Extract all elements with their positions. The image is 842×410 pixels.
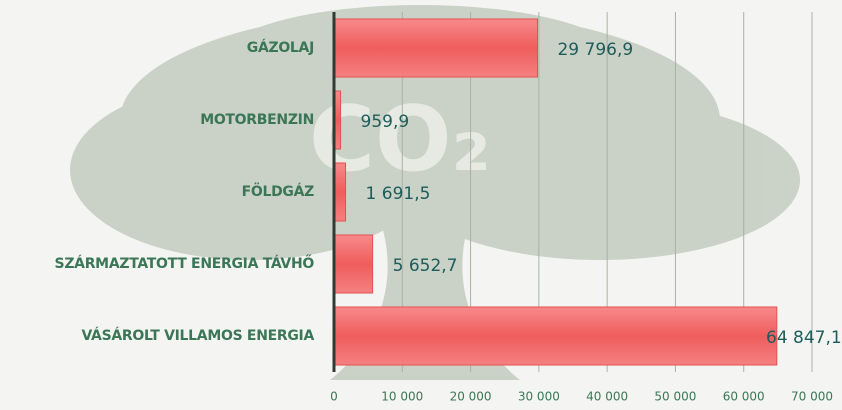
category-label: SZÁRMAZTATOTT ENERGIA TÁVHŐ bbox=[55, 254, 315, 272]
x-tick-label: 10 000 bbox=[381, 390, 423, 404]
value-label: 29 796,9 bbox=[557, 40, 633, 60]
bar bbox=[333, 234, 374, 294]
value-label: 959,9 bbox=[361, 112, 410, 132]
value-label: 64 847,1 bbox=[766, 328, 842, 348]
category-label: MOTORBENZIN bbox=[200, 112, 314, 128]
x-tick-label: 60 000 bbox=[723, 390, 765, 404]
x-tick-label: 30 000 bbox=[518, 390, 560, 404]
bar bbox=[333, 306, 778, 366]
category-label: VÁSÁROLT VILLAMOS ENERGIA bbox=[81, 327, 314, 344]
x-tick-label: 40 000 bbox=[586, 390, 628, 404]
category-label: GÁZOLAJ bbox=[247, 39, 314, 56]
x-tick-label: 0 bbox=[330, 390, 338, 404]
bar bbox=[333, 18, 538, 78]
category-label: FÖLDGÁZ bbox=[242, 182, 315, 200]
x-tick-label: 20 000 bbox=[450, 390, 492, 404]
x-tick-label: 50 000 bbox=[654, 390, 696, 404]
bar bbox=[333, 162, 347, 222]
x-tick-label: 70 000 bbox=[791, 390, 833, 404]
value-label: 1 691,5 bbox=[366, 184, 431, 204]
value-label: 5 652,7 bbox=[393, 256, 458, 276]
